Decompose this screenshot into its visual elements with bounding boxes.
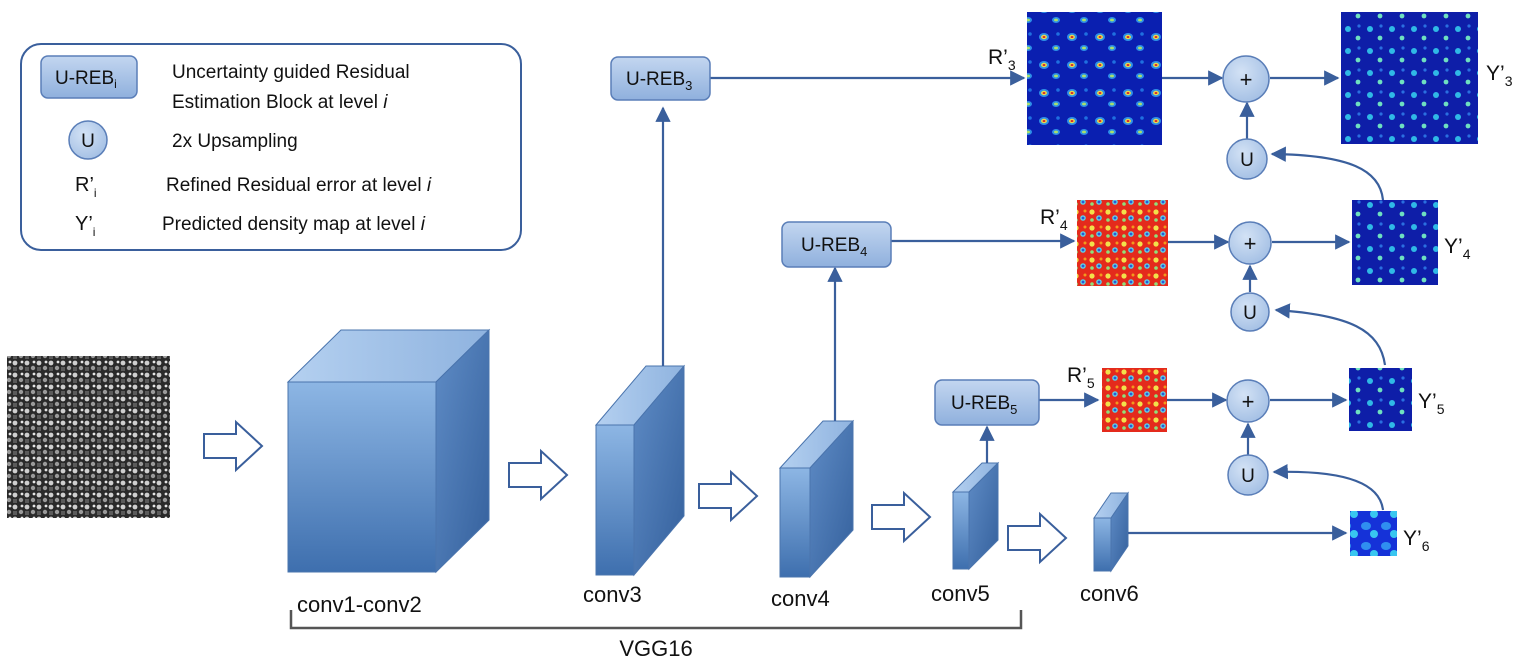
label-vgg16: VGG16 [619,636,692,661]
conv5-block [951,461,1000,571]
label-r3: R’3 [988,46,1016,73]
plus-node-4: + [1228,221,1272,265]
label-conv4: conv4 [771,586,830,611]
legend-ureb-box [40,55,138,99]
legend-y-symbol: Y’i [75,213,95,239]
upsample-node-3: U [1226,138,1268,180]
conv3-block [594,364,686,577]
svg-text:U: U [1240,150,1254,171]
conv6-block [1093,491,1129,573]
residual-map-r4 [1077,200,1168,286]
upsample-node-5: U [1227,454,1269,496]
svg-text:+: + [1242,389,1255,414]
plus-node-3: + [1222,55,1270,103]
label-y3: Y’3 [1486,62,1513,89]
svg-text:+: + [1240,67,1253,92]
residual-map-r3 [1027,12,1162,145]
density-map-y4 [1352,200,1438,285]
density-map-y3 [1341,12,1478,144]
label-conv6: conv6 [1080,581,1139,606]
density-map-y5 [1349,368,1412,431]
legend-r-desc: Refined Residual error at level i [166,175,432,196]
legend-panel: U-REBi Uncertainty guided Residual Estim… [20,43,522,251]
hollow-arrow-1 [203,419,264,473]
label-conv5: conv5 [931,581,990,606]
ureb-3-block: U-REB3 [610,56,711,101]
ureb-5-block: U-REB5 [934,379,1040,426]
conv1-conv2-block [286,328,491,574]
hollow-arrow-5 [1007,511,1068,565]
legend-ureb-text: U-REBi [55,68,117,91]
legend-upsample-circle [68,120,108,160]
input-crowd-image [7,356,170,518]
legend-ureb-desc-2: Estimation Block at level i [172,92,388,113]
svg-text:U-REB4: U-REB4 [801,235,867,259]
residual-map-r5 [1102,368,1167,432]
ureb-4-block: U-REB4 [781,221,892,268]
legend-y-desc: Predicted density map at level i [162,214,426,235]
flow-arrows [203,419,1068,565]
svg-text:+: + [1244,231,1257,256]
hollow-arrow-4 [871,490,932,544]
label-y6: Y’6 [1403,527,1430,554]
upsample-node-4: U [1230,292,1270,332]
legend-r-symbol: R’i [75,174,97,200]
hollow-arrow-3 [698,469,759,523]
label-conv3: conv3 [583,582,642,607]
hollow-arrow-2 [508,448,569,502]
legend-border [20,43,522,251]
label-y4: Y’4 [1444,235,1471,262]
label-r5: R’5 [1067,364,1095,391]
svg-text:U: U [1241,466,1255,487]
conv4-block [778,419,855,579]
label-y5: Y’5 [1418,390,1445,417]
label-r4: R’4 [1040,206,1068,233]
density-map-y6 [1350,511,1397,556]
label-conv1-conv2: conv1-conv2 [297,592,422,617]
svg-text:U-REB3: U-REB3 [626,69,692,93]
legend-upsample-symbol: U [81,131,95,152]
legend-upsample-desc: 2x Upsampling [172,131,298,152]
svg-text:U: U [1243,303,1257,324]
legend-ureb-desc-1: Uncertainty guided Residual [172,62,410,83]
vgg16-bracket [289,610,1023,630]
svg-text:U-REB5: U-REB5 [951,393,1017,417]
connectors [655,70,1387,541]
plus-node-5: + [1226,379,1270,423]
